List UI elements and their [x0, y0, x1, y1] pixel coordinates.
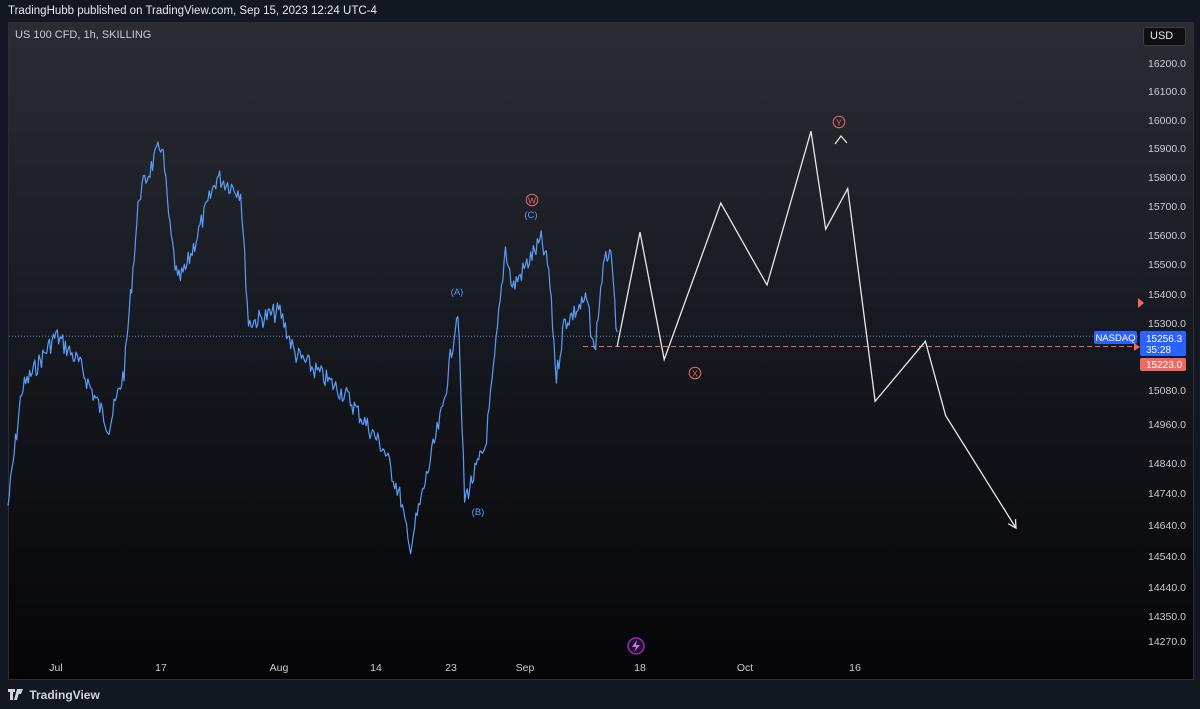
axis-layer: 16200.0 16100.0 16000.0 15900.0 15800.0 15700… [9, 58, 1186, 674]
level-price-text: 15223.0 [1146, 360, 1183, 371]
y-axis-tick-label: 15800.0 [1148, 172, 1186, 184]
wave-label-w-text: W [528, 195, 536, 205]
footer-bar [0, 680, 1200, 709]
wave-label-y: Y [832, 115, 846, 129]
price-series-line [7, 141, 618, 555]
y-axis-tick-label: 14540.0 [1148, 551, 1186, 563]
x-axis-tick-label: Aug [270, 662, 289, 674]
y-axis-tick-label: 14440.0 [1148, 582, 1186, 594]
x-axis-tick-label: 16 [849, 662, 861, 674]
level-price-box [1140, 358, 1186, 371]
currency-button[interactable]: USD [1143, 27, 1186, 46]
y-axis-tick-label: 14840.0 [1148, 458, 1186, 470]
wave-label-y-text: Y [836, 117, 842, 127]
y-axis-tick-label: 15600.0 [1148, 230, 1186, 242]
price-layer [7, 141, 618, 555]
wave-label-x-text: X [692, 368, 698, 378]
y-axis-tick-label: 16200.0 [1148, 58, 1186, 70]
y-axis-tick-label: 14960.0 [1148, 419, 1186, 431]
x-axis-tick-label: Sep [516, 662, 535, 674]
footer-logo-text: TradingView [29, 688, 100, 702]
symbol-title[interactable]: US 100 CFD, 1h, SKILLING [15, 29, 152, 41]
wave-label-y-circle [832, 115, 846, 129]
wave-label-w-circle [525, 193, 539, 207]
y-axis-tick-label: 14270.0 [1148, 636, 1186, 648]
wave-label-w: W [525, 193, 539, 207]
projection-peak-arrowhead [834, 135, 848, 145]
y-axis-tick-label: 15700.0 [1148, 201, 1186, 213]
symbol-tag-box [1094, 331, 1137, 344]
wave-label-x-circle [688, 366, 702, 380]
x-axis-tick-label: 14 [370, 662, 382, 674]
tradingview-logo-icon [8, 689, 23, 700]
x-axis-tick-label: 17 [155, 662, 167, 674]
chart-area[interactable] [8, 22, 1194, 680]
y-axis-tick-label: 15900.0 [1148, 143, 1186, 155]
y-axis-tick-label: 15500.0 [1148, 259, 1186, 271]
y-axis-tick-label: 15300.0 [1148, 318, 1186, 330]
lightning-icon [627, 637, 645, 655]
x-axis-tick-label: 23 [445, 662, 457, 674]
x-axis-tick-label: Jul [49, 662, 62, 674]
wave-label-c: (C) [524, 210, 537, 221]
level-marker-icon [1134, 343, 1140, 351]
x-axis-tick-label: 18 [634, 662, 646, 674]
alert-bolt [632, 640, 640, 652]
price-flag-icon [1138, 298, 1144, 308]
y-axis-tick-label: 14640.0 [1148, 520, 1186, 532]
y-axis-tick-label: 14740.0 [1148, 488, 1186, 500]
wave-label-layer: (A) (B) (C) W X Y [451, 115, 846, 518]
price-scale-layer: NASDAQ 15256.335:28 15223.0 [627, 298, 1186, 655]
wave-label-b: (B) [472, 507, 485, 518]
projection-arrowhead [1007, 519, 1017, 530]
projection-layer [616, 131, 1017, 530]
y-axis-tick-label: 15080.0 [1148, 385, 1186, 397]
y-axis-tick-label: 16000.0 [1148, 115, 1186, 127]
symbol-tag-text: NASDAQ [1095, 333, 1135, 344]
wave-label-a: (A) [451, 287, 464, 298]
y-axis-tick-label: 15400.0 [1148, 289, 1186, 301]
x-axis-tick-label: Oct [737, 662, 753, 674]
wave-label-x: X [688, 366, 702, 380]
published-header: TradingHubb published on TradingView.com… [0, 0, 1200, 22]
last-price-text: 15256.3 [1146, 334, 1183, 345]
tradingview-logo[interactable]: TradingView [8, 688, 100, 702]
y-axis-tick-label: 16100.0 [1148, 86, 1186, 98]
y-axis-tick-label: 14350.0 [1148, 611, 1186, 623]
projection-path [616, 131, 1017, 529]
last-price-box [1140, 331, 1186, 356]
countdown-text: 35:28 [1146, 345, 1171, 356]
